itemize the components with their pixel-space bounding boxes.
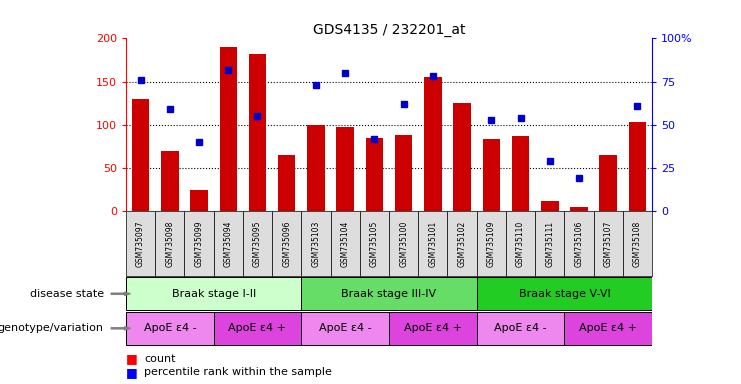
Text: GSM735100: GSM735100 bbox=[399, 221, 408, 267]
FancyBboxPatch shape bbox=[565, 211, 594, 276]
FancyBboxPatch shape bbox=[126, 277, 302, 310]
Bar bbox=[278, 155, 296, 211]
Text: GSM735103: GSM735103 bbox=[311, 221, 320, 267]
FancyBboxPatch shape bbox=[448, 211, 476, 276]
Text: ApoE ε4 +: ApoE ε4 + bbox=[579, 323, 637, 333]
Text: ApoE ε4 +: ApoE ε4 + bbox=[404, 323, 462, 333]
FancyBboxPatch shape bbox=[126, 312, 213, 345]
Text: disease state: disease state bbox=[30, 289, 104, 299]
Text: GSM735110: GSM735110 bbox=[516, 221, 525, 267]
Title: GDS4135 / 232201_at: GDS4135 / 232201_at bbox=[313, 23, 465, 37]
Text: ApoE ε4 +: ApoE ε4 + bbox=[228, 323, 287, 333]
Text: GSM735101: GSM735101 bbox=[428, 221, 437, 267]
Text: GSM735097: GSM735097 bbox=[136, 220, 145, 267]
Text: GSM735105: GSM735105 bbox=[370, 221, 379, 267]
Text: Braak stage V-VI: Braak stage V-VI bbox=[519, 289, 611, 299]
FancyBboxPatch shape bbox=[360, 211, 389, 276]
Text: GSM735111: GSM735111 bbox=[545, 221, 554, 267]
Text: genotype/variation: genotype/variation bbox=[0, 323, 104, 333]
FancyBboxPatch shape bbox=[302, 312, 389, 345]
Bar bbox=[161, 151, 179, 211]
Text: GSM735098: GSM735098 bbox=[165, 221, 174, 267]
Bar bbox=[424, 77, 442, 211]
Bar bbox=[395, 135, 413, 211]
Bar bbox=[308, 125, 325, 211]
FancyBboxPatch shape bbox=[535, 211, 565, 276]
FancyBboxPatch shape bbox=[418, 211, 448, 276]
Text: GSM735104: GSM735104 bbox=[341, 221, 350, 267]
Text: percentile rank within the sample: percentile rank within the sample bbox=[144, 367, 333, 377]
FancyBboxPatch shape bbox=[389, 312, 476, 345]
FancyBboxPatch shape bbox=[476, 277, 652, 310]
FancyBboxPatch shape bbox=[243, 211, 272, 276]
FancyBboxPatch shape bbox=[565, 312, 652, 345]
Text: GSM735094: GSM735094 bbox=[224, 220, 233, 267]
FancyBboxPatch shape bbox=[302, 277, 476, 310]
Text: GSM735106: GSM735106 bbox=[574, 221, 583, 267]
Bar bbox=[219, 47, 237, 211]
FancyBboxPatch shape bbox=[213, 312, 302, 345]
Text: GSM735099: GSM735099 bbox=[195, 220, 204, 267]
Bar bbox=[453, 103, 471, 211]
FancyBboxPatch shape bbox=[155, 211, 185, 276]
FancyBboxPatch shape bbox=[476, 211, 506, 276]
Bar bbox=[512, 136, 529, 211]
Text: GSM735109: GSM735109 bbox=[487, 221, 496, 267]
Text: ApoE ε4 -: ApoE ε4 - bbox=[144, 323, 196, 333]
Bar bbox=[599, 155, 617, 211]
Text: ■: ■ bbox=[126, 353, 138, 366]
FancyBboxPatch shape bbox=[506, 211, 535, 276]
Bar bbox=[132, 99, 150, 211]
FancyBboxPatch shape bbox=[594, 211, 623, 276]
Text: GSM735107: GSM735107 bbox=[604, 221, 613, 267]
FancyBboxPatch shape bbox=[185, 211, 213, 276]
Bar bbox=[571, 207, 588, 211]
Bar bbox=[365, 138, 383, 211]
Text: GSM735096: GSM735096 bbox=[282, 220, 291, 267]
FancyBboxPatch shape bbox=[126, 211, 155, 276]
Text: ApoE ε4 -: ApoE ε4 - bbox=[494, 323, 547, 333]
Bar bbox=[628, 122, 646, 211]
FancyBboxPatch shape bbox=[389, 211, 418, 276]
Text: ApoE ε4 -: ApoE ε4 - bbox=[319, 323, 371, 333]
Bar bbox=[482, 139, 500, 211]
Bar bbox=[541, 201, 559, 211]
FancyBboxPatch shape bbox=[272, 211, 302, 276]
Bar bbox=[336, 126, 354, 211]
FancyBboxPatch shape bbox=[330, 211, 360, 276]
Text: GSM735095: GSM735095 bbox=[253, 220, 262, 267]
Text: ■: ■ bbox=[126, 366, 138, 379]
Bar bbox=[249, 54, 266, 211]
Text: GSM735102: GSM735102 bbox=[458, 221, 467, 267]
Text: Braak stage III-IV: Braak stage III-IV bbox=[342, 289, 436, 299]
Bar bbox=[190, 190, 207, 211]
FancyBboxPatch shape bbox=[302, 211, 330, 276]
Text: Braak stage I-II: Braak stage I-II bbox=[171, 289, 256, 299]
FancyBboxPatch shape bbox=[623, 211, 652, 276]
FancyBboxPatch shape bbox=[213, 211, 243, 276]
Text: count: count bbox=[144, 354, 176, 364]
Text: GSM735108: GSM735108 bbox=[633, 221, 642, 267]
FancyBboxPatch shape bbox=[476, 312, 565, 345]
